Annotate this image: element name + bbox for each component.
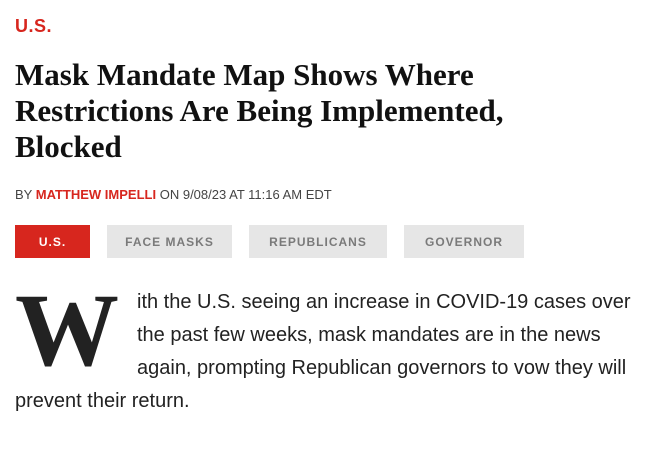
article-body: W ith the U.S. seeing an increase in COV…	[15, 273, 645, 418]
article-headline: Mask Mandate Map Shows Where Restriction…	[15, 57, 504, 164]
section-link[interactable]: U.S.	[15, 16, 53, 36]
drop-cap: W	[15, 273, 119, 388]
byline: BY MATTHEW IMPELLI ON 9/08/23 AT 11:16 A…	[15, 187, 645, 203]
tag-us[interactable]: U.S.	[15, 225, 90, 258]
article-container: U.S. Mask Mandate Map Shows Where Restri…	[15, 0, 645, 418]
byline-prefix: BY	[15, 187, 33, 202]
tag-republicans[interactable]: REPUBLICANS	[249, 225, 387, 258]
tag-governor[interactable]: GOVERNOR	[404, 225, 524, 258]
byline-date: 9/08/23 AT 11:16 AM EDT	[182, 187, 332, 202]
article-lead-paragraph: ith the U.S. seeing an increase in COVID…	[15, 291, 631, 412]
tag-face-masks[interactable]: FACE MASKS	[107, 225, 232, 258]
tag-list: U.S. FACE MASKS REPUBLICANS GOVERNOR	[15, 225, 645, 258]
byline-date-prefix: ON	[159, 187, 180, 202]
author-link[interactable]: MATTHEW IMPELLI	[35, 187, 157, 202]
